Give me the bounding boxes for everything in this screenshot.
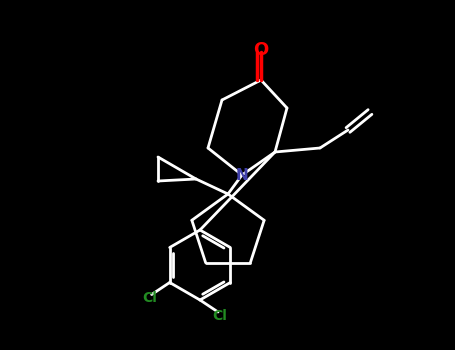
Text: Cl: Cl [142,292,157,306]
Text: O: O [253,41,268,59]
Text: Cl: Cl [212,309,228,323]
Text: N: N [236,168,248,182]
